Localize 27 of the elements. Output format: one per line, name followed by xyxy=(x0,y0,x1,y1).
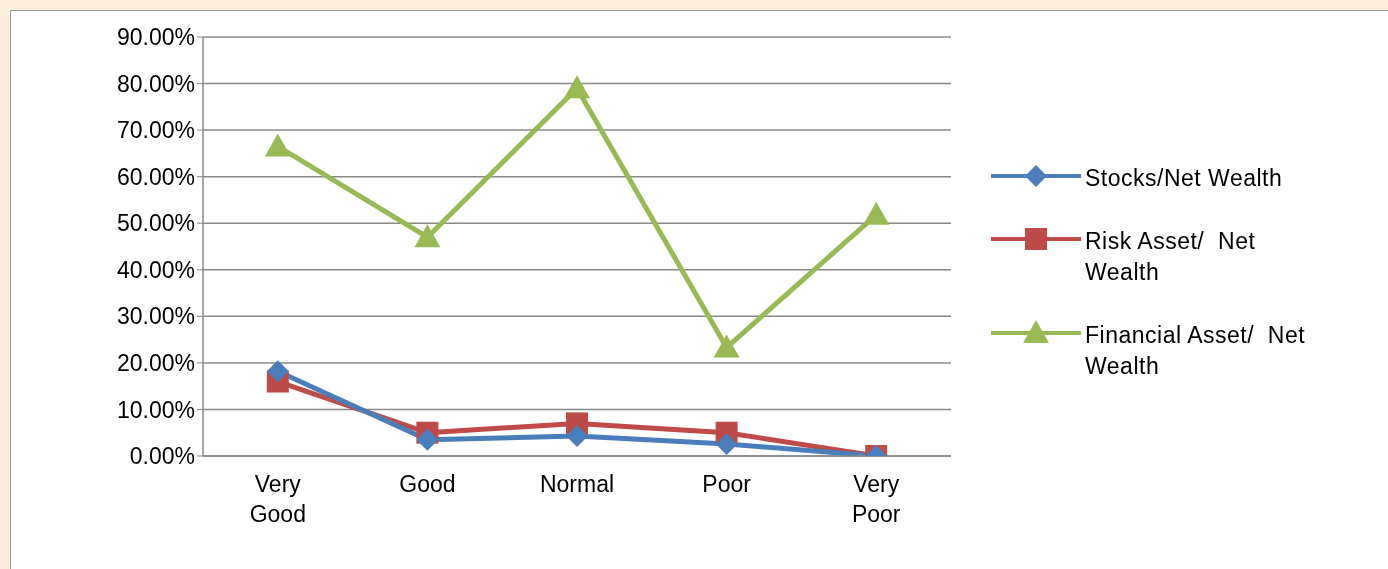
y-tick-label: 20.00% xyxy=(116,350,195,377)
legend-label: Risk Asset/ Net Wealth xyxy=(1085,227,1257,287)
point xyxy=(266,360,289,383)
y-tick-label: 0.00% xyxy=(129,443,195,470)
point xyxy=(566,424,588,447)
y-tick-label: 60.00% xyxy=(116,163,195,190)
x-tick-label: Very Poor xyxy=(851,471,901,527)
point xyxy=(416,428,439,451)
point xyxy=(264,133,291,157)
point xyxy=(414,224,441,248)
y-tick-label: 80.00% xyxy=(116,70,195,97)
x-tick-label: Poor xyxy=(702,471,752,497)
x-tick-label: Good xyxy=(399,471,456,497)
y-tick-label: 10.00% xyxy=(116,396,195,423)
point xyxy=(863,201,890,225)
point xyxy=(713,334,740,358)
y-tick-label: 90.00% xyxy=(116,24,195,51)
y-tick-label: 70.00% xyxy=(116,117,195,144)
y-tick-label: 50.00% xyxy=(116,210,195,237)
point xyxy=(715,432,738,455)
y-tick-label: 40.00% xyxy=(116,256,195,283)
point xyxy=(564,75,590,99)
legend-label: Stocks/Net Wealth xyxy=(1085,164,1284,193)
x-tick-label: Normal xyxy=(539,471,615,497)
legend-label: Financial Asset/ Net Wealth xyxy=(1085,321,1307,381)
y-tick-label: 30.00% xyxy=(116,303,195,330)
x-tick-label: Very Good xyxy=(249,471,306,527)
